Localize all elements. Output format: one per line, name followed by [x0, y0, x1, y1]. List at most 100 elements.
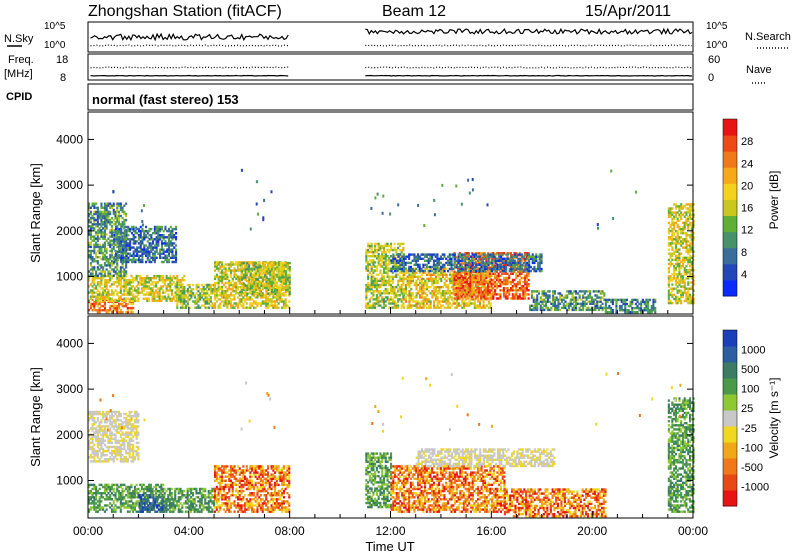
data-cell — [571, 306, 574, 310]
data-cell — [513, 293, 516, 296]
data-cell — [121, 274, 124, 278]
data-cell — [478, 287, 481, 290]
data-cell — [419, 296, 422, 299]
data-cell — [382, 302, 385, 305]
data-cell — [410, 288, 413, 291]
data-cell — [557, 300, 560, 303]
data-cell — [578, 290, 581, 293]
data-cell — [103, 210, 106, 214]
data-cell — [169, 248, 172, 251]
data-cell — [259, 265, 262, 268]
data-cell — [511, 272, 514, 275]
data-cell — [408, 285, 411, 289]
data-cell — [566, 296, 569, 299]
data-cell — [110, 227, 113, 230]
data-cell — [279, 273, 282, 276]
data-cell — [410, 306, 413, 309]
data-cell — [409, 269, 412, 273]
data-cell — [116, 245, 119, 249]
data-cell — [150, 236, 153, 239]
data-cell — [114, 306, 117, 310]
data-cell — [125, 293, 128, 296]
data-cell — [398, 271, 401, 274]
data-cell — [222, 271, 225, 274]
data-cell — [145, 250, 148, 253]
data-cell — [429, 267, 432, 270]
data-cell — [133, 299, 136, 302]
data-cell — [519, 263, 522, 267]
data-cell — [374, 244, 377, 248]
data-cell — [102, 210, 105, 214]
data-cell — [406, 269, 409, 272]
data-cell — [438, 263, 441, 267]
data-cell — [515, 272, 518, 275]
data-cell — [403, 298, 406, 301]
data-cell — [575, 308, 578, 312]
data-cell — [209, 298, 212, 301]
data-cell — [391, 306, 394, 309]
data-cell — [393, 306, 396, 309]
data-cell — [93, 223, 96, 226]
data-cell — [436, 292, 439, 295]
data-cell — [382, 269, 385, 272]
data-cell — [179, 296, 182, 299]
data-cell — [596, 304, 599, 307]
data-cell — [251, 286, 254, 289]
data-cell — [199, 288, 202, 291]
data-cell — [281, 282, 284, 285]
data-cell — [552, 298, 555, 301]
data-cell — [457, 291, 460, 294]
data-cell — [429, 300, 432, 303]
data-cell — [185, 300, 188, 303]
data-cell — [503, 265, 506, 269]
data-cell — [398, 255, 401, 258]
data-cell — [527, 285, 530, 288]
data-cell — [445, 261, 448, 265]
data-cell — [537, 263, 540, 267]
data-cell — [112, 231, 115, 234]
data-cell — [103, 223, 106, 226]
data-cell — [241, 261, 244, 265]
data-cell — [206, 285, 209, 289]
data-cell — [370, 279, 373, 283]
data-cell — [379, 283, 382, 287]
data-cell — [93, 218, 96, 222]
data-cell — [455, 282, 458, 286]
data-cell — [375, 285, 378, 289]
data-cell — [403, 294, 406, 297]
data-cell — [269, 261, 272, 265]
data-cell — [458, 262, 461, 265]
data-cell — [103, 208, 106, 212]
data-cell — [271, 290, 274, 294]
data-cell — [93, 300, 96, 304]
data-cell — [89, 295, 92, 298]
data-cell — [424, 298, 427, 301]
data-cell — [368, 250, 371, 254]
nave-trace — [90, 74, 289, 77]
data-cell — [91, 274, 94, 277]
data-cell — [494, 282, 497, 286]
data-cell — [150, 260, 153, 264]
data-cell — [410, 279, 413, 283]
data-cell — [224, 267, 227, 270]
data-cell — [215, 273, 218, 276]
data-cell — [524, 260, 527, 263]
data-cell — [379, 271, 382, 274]
data-cell — [474, 274, 477, 278]
data-cell — [476, 280, 479, 284]
data-cell — [418, 255, 421, 258]
data-cell — [110, 204, 113, 207]
data-cell — [98, 229, 101, 232]
data-cell — [480, 254, 483, 257]
data-cell — [226, 294, 229, 297]
data-cell — [169, 299, 172, 302]
data-cell — [394, 257, 397, 260]
data-cell — [123, 299, 126, 302]
data-cell — [105, 251, 108, 255]
data-cell — [515, 293, 518, 296]
data-cell — [249, 281, 252, 285]
data-cell — [436, 269, 439, 272]
data-cell — [492, 259, 495, 262]
data-cell — [103, 272, 106, 275]
data-cell — [497, 278, 500, 282]
